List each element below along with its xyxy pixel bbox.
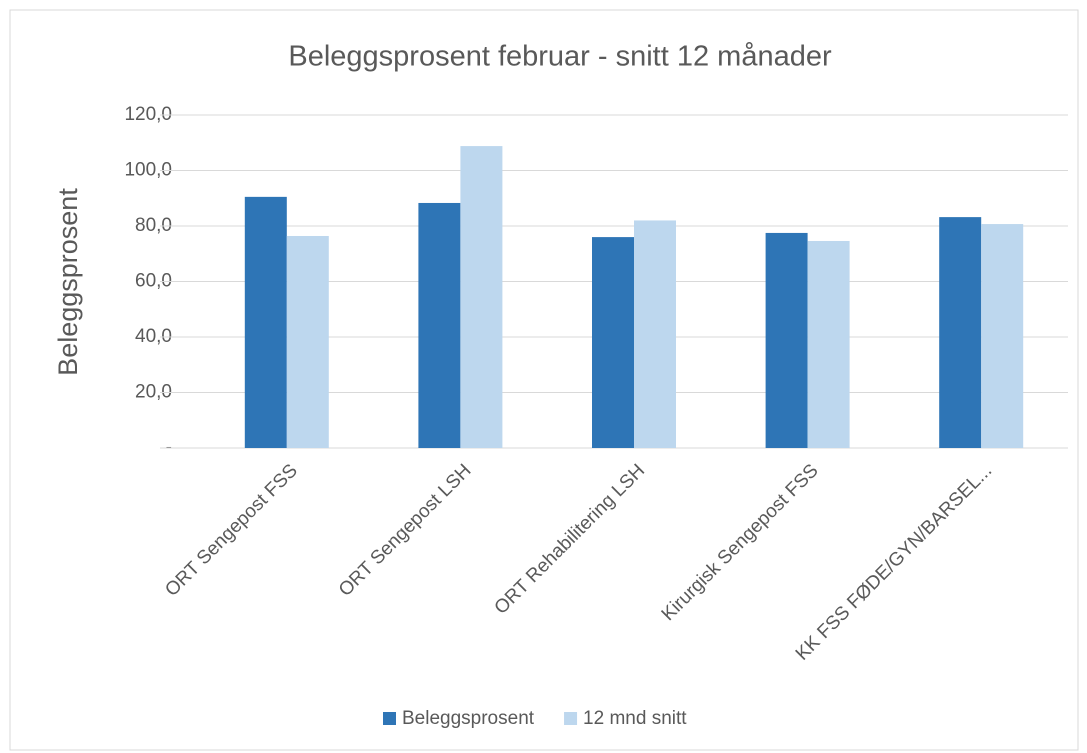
bar (939, 217, 982, 448)
y-tick-label: 80,0 (135, 215, 172, 236)
bar (765, 232, 808, 448)
bar (592, 237, 634, 448)
y-tick-label: 120,0 (124, 104, 172, 125)
legend-swatch (564, 712, 578, 725)
y-tick-label: 60,0 (135, 271, 172, 292)
y-tick-label: 100,0 (124, 160, 172, 181)
bar (460, 146, 503, 448)
legend-label: Beleggsprosent (402, 708, 535, 729)
y-axis-label: Beleggsprosent (53, 188, 83, 376)
y-tick-label: 40,0 (135, 326, 172, 347)
bar (418, 202, 461, 448)
bar (807, 240, 850, 448)
bar (634, 220, 676, 448)
bar (981, 224, 1024, 448)
bar (244, 196, 287, 448)
legend-label: 12 mnd snitt (583, 708, 687, 729)
legend-swatch (383, 712, 396, 725)
y-tick-label: 20,0 (135, 382, 172, 403)
bar (286, 235, 329, 448)
chart-frame (9, 9, 1079, 751)
chart-title: Beleggsprosent februar - snitt 12 månade… (288, 41, 832, 73)
